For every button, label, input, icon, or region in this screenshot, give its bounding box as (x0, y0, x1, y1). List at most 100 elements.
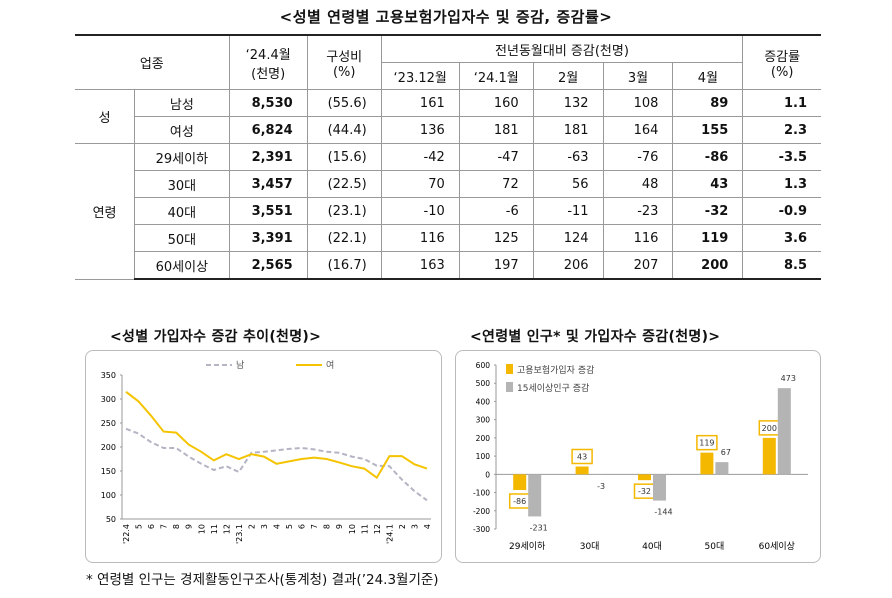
header-line: (%) (770, 64, 794, 80)
y-tick-label: 300 (101, 395, 116, 404)
y-tick-label: 400 (476, 397, 491, 406)
table-cell: (16.7) (306, 251, 382, 280)
header-line: (천명) (251, 66, 286, 82)
table-cell: 125 (458, 224, 534, 252)
header-cell: 3월 (602, 62, 674, 90)
table-cell: 207 (602, 251, 674, 280)
x-tick-label: '24.1 (385, 524, 394, 544)
table-cell: 163 (380, 251, 460, 280)
bar (715, 462, 729, 475)
x-tick-label: 11 (210, 524, 219, 534)
x-tick-label: 10 (197, 524, 206, 534)
label-box (571, 448, 593, 465)
data-label: 67 (721, 448, 731, 457)
table-cell: -32 (672, 197, 744, 225)
row-label: 60세이상 (134, 251, 230, 280)
x-tick-label: 2 (247, 524, 256, 529)
table-row: 30대 3,457 (22.5) 70 72 56 48 43 1.3 (75, 170, 821, 198)
legend-swatch (506, 364, 513, 374)
table-cell: 116 (602, 224, 674, 252)
table-cell: 161 (380, 89, 460, 117)
chart-title: <연령별 인구* 및 가입자수 증감(천명)> (470, 329, 721, 345)
legend-label: 여 (326, 359, 334, 371)
bar (513, 474, 527, 491)
x-tick-label: '23.1 (235, 524, 244, 544)
table-body: 성 남성 8,530 (55.6) 161 160 132 108 89 1.1 여성 6,824 (4… (75, 89, 821, 280)
y-tick-label: 600 (476, 361, 491, 370)
row-label: 29세이하 (134, 143, 230, 171)
x-tick-label: 5 (285, 524, 294, 529)
x-tick-label: 30대 (580, 541, 600, 552)
header-row: 업종 ‘24.4월 (천명) 구성비 (%) 전년동월대비 증감(천명) 증감률 (%) (75, 34, 821, 90)
table-cell: 3,457 (228, 170, 308, 198)
y-tick-label: 100 (101, 491, 116, 500)
label-box (696, 434, 718, 451)
table-head: 업종 ‘24.4월 (천명) 구성비 (%) 전년동월대비 증감(천명) 증감률 (%) ‘23… (75, 34, 821, 90)
bar-chart: -300 -200 -100 0 100 200 300 400 500 600 29세이하 30대 4… (473, 361, 808, 552)
table-cell: 70 (380, 170, 460, 198)
table-cell: 3,551 (228, 197, 308, 225)
data-label: -86 (513, 497, 526, 506)
table-cell: 197 (458, 251, 534, 280)
table-cell: 181 (532, 116, 604, 144)
x-tick-label: 40대 (642, 541, 662, 552)
bar (700, 452, 714, 475)
table-row: 50대 3,391 (22.1) 116 125 124 116 119 3.6 (75, 224, 821, 252)
chart-title: <성별 가입자수 증감 추이(천명)> (110, 329, 322, 345)
y-tick-label: -100 (473, 489, 490, 498)
table-cell: 200 (672, 251, 744, 280)
table-row: 40대 3,551 (23.1) -10 -6 -11 -23 -32 -0.9 (75, 197, 821, 225)
table-cell: 89 (672, 89, 744, 117)
table-cell: 136 (380, 116, 460, 144)
y-tick-label: -200 (473, 507, 490, 516)
table-cell: 72 (458, 170, 534, 198)
header-cell: ‘24.1월 (458, 62, 534, 90)
x-tick-label: 2 (398, 524, 407, 529)
header-cell: 증감률 (%) (742, 34, 821, 90)
legend-label: 남 (236, 360, 244, 371)
x-tick-label: 3 (410, 524, 419, 529)
table-row: 성 남성 8,530 (55.6) 161 160 132 108 89 1.1 (75, 89, 821, 144)
data-label: -144 (654, 508, 672, 517)
header-line: (%) (332, 64, 356, 80)
table-cell: 2,391 (228, 143, 308, 171)
x-tick-label: 50대 (705, 541, 725, 552)
table-row: 연령 29세이하 2,391 (15.6) -42 -47 -63 -76 -86 -3.5 (75, 143, 821, 280)
x-tick-label: 7 (310, 524, 319, 529)
table-cell: 108 (602, 89, 674, 117)
bar (777, 388, 791, 475)
row-label: 50대 (134, 224, 230, 252)
table-cell: 124 (532, 224, 604, 252)
bar (653, 474, 666, 501)
table-cell: -63 (532, 143, 604, 171)
header-cell: ‘24.4월 (천명) (228, 34, 308, 90)
y-tick-label: 250 (101, 419, 116, 428)
table-cell: (55.6) (306, 89, 382, 117)
table-cell: -3.5 (742, 143, 821, 171)
x-tick-label: 9 (185, 524, 194, 529)
x-tick-label: 60세이상 (759, 541, 795, 552)
line-series (125, 391, 428, 480)
table-cell: -76 (602, 143, 674, 171)
x-tick-label: 8 (172, 524, 181, 529)
data-label: 200 (762, 424, 777, 433)
data-label: 119 (699, 439, 714, 448)
bar (638, 474, 651, 481)
table-cell: -42 (380, 143, 460, 171)
legend-swatch (506, 382, 513, 392)
table-cell: -11 (532, 197, 604, 225)
header-cell: 구성비 (%) (306, 34, 382, 90)
header-cell: 업종 (75, 34, 230, 90)
legend-label: 15세이상인구 증감 (517, 382, 589, 394)
header-cell: 2월 (532, 62, 604, 90)
x-tick-label: 7 (160, 524, 169, 529)
table-cell: 164 (602, 116, 674, 144)
table-cell: -10 (380, 197, 460, 225)
bar (575, 466, 589, 475)
table-cell: (44.4) (306, 116, 382, 144)
table-cell: 206 (532, 251, 604, 280)
table-row: 여성 6,824 (44.4) 136 181 181 164 155 2.3 (75, 116, 821, 144)
table-cell: -0.9 (742, 197, 821, 225)
data-label: 43 (577, 452, 587, 461)
row-label: 30대 (134, 170, 230, 198)
